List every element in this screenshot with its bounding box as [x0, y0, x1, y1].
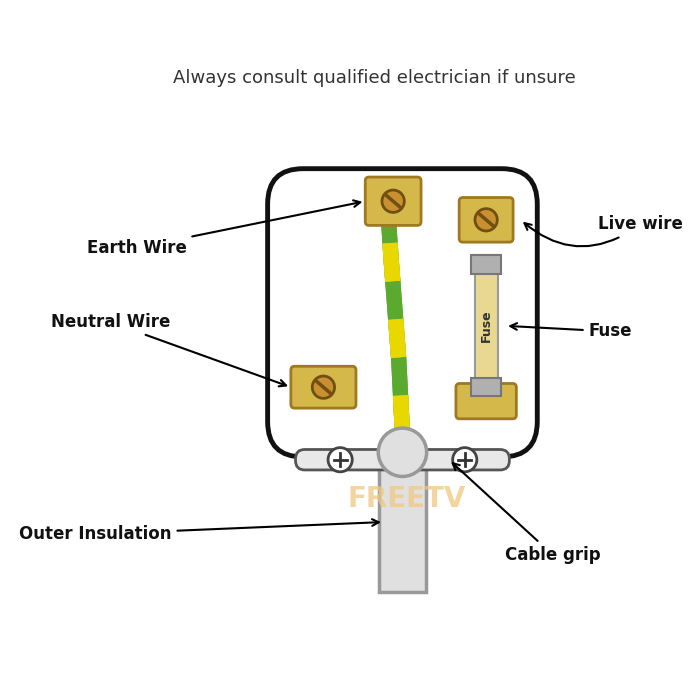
Circle shape [378, 428, 426, 477]
Circle shape [312, 376, 335, 398]
FancyBboxPatch shape [291, 366, 356, 408]
Text: Live wire: Live wire [524, 216, 682, 246]
Circle shape [382, 190, 405, 212]
Bar [475, 256, 498, 396]
Bar [471, 378, 501, 396]
FancyBboxPatch shape [459, 197, 513, 242]
FancyBboxPatch shape [267, 169, 538, 457]
Bar [471, 256, 501, 274]
Bar [379, 447, 426, 592]
Circle shape [328, 447, 352, 472]
FancyBboxPatch shape [456, 384, 517, 419]
Text: Always consult qualified electrician if unsure: Always consult qualified electrician if … [173, 69, 576, 88]
Text: Fuse: Fuse [480, 309, 493, 342]
Circle shape [475, 209, 497, 231]
FancyBboxPatch shape [365, 177, 421, 225]
Text: Outer Insulation: Outer Insulation [20, 519, 379, 543]
Text: Earth Wire: Earth Wire [87, 200, 360, 257]
Text: FREETV: FREETV [348, 485, 466, 513]
FancyBboxPatch shape [295, 449, 510, 470]
Text: Cable grip: Cable grip [453, 463, 601, 564]
Circle shape [453, 447, 477, 472]
Text: Neutral Wire: Neutral Wire [50, 313, 286, 386]
Text: Fuse: Fuse [510, 323, 632, 340]
